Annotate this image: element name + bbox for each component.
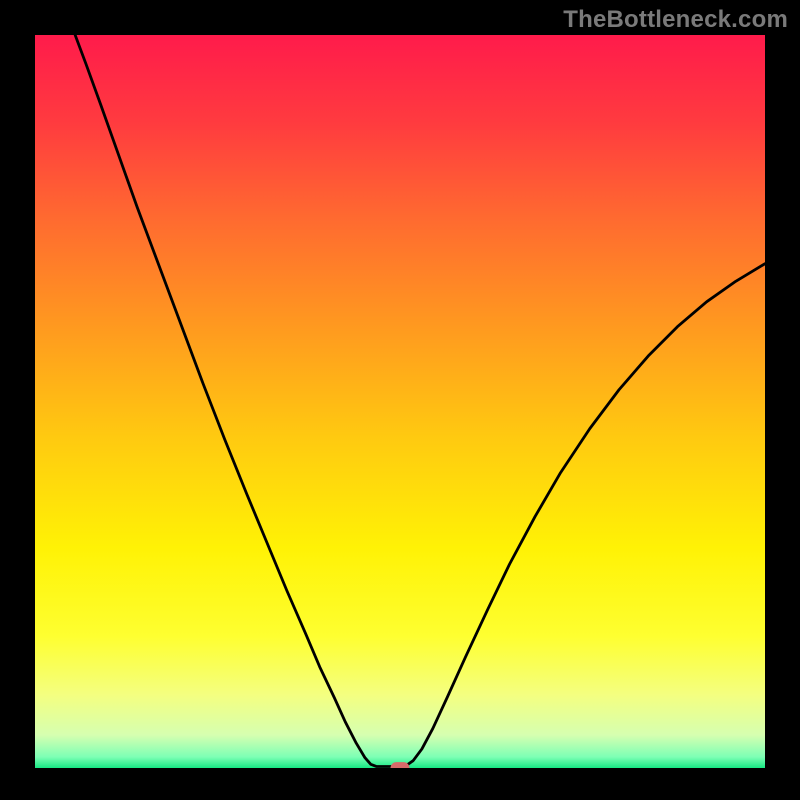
chart-container: TheBottleneck.com [0, 0, 800, 800]
watermark-text: TheBottleneck.com [563, 6, 788, 34]
plot-area [35, 35, 765, 768]
gradient-background [35, 35, 765, 768]
bottleneck-curve-chart [35, 35, 765, 768]
optimal-point-marker [391, 762, 410, 768]
